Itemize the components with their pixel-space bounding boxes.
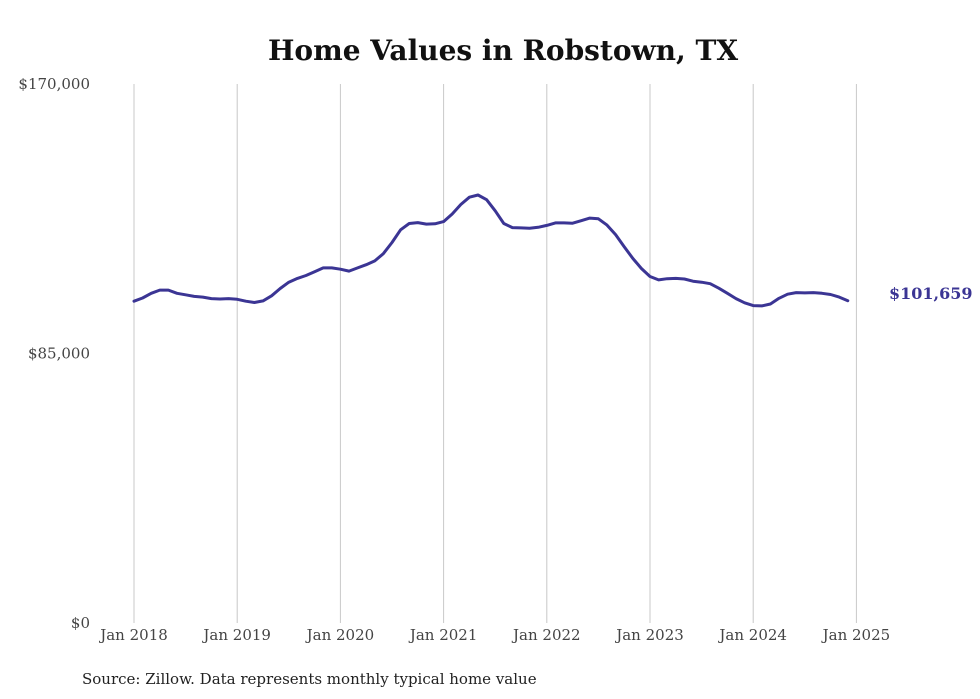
y-tick-label: $85,000 [28, 345, 90, 363]
x-tick-label: Jan 2021 [408, 626, 478, 644]
x-tick-label: Jan 2018 [98, 626, 168, 644]
gridlines [133, 84, 857, 623]
y-tick-label: $170,000 [18, 75, 90, 93]
y-tick-label: $0 [71, 614, 90, 632]
x-tick-label: Jan 2024 [717, 626, 787, 644]
y-axis: $0 $85,000 $170,000 [18, 75, 90, 632]
x-tick-label: Jan 2020 [305, 626, 375, 644]
x-tick-label: Jan 2019 [201, 626, 271, 644]
x-tick-label: Jan 2023 [614, 626, 684, 644]
chart-title: Home Values in Robstown, TX [268, 34, 738, 67]
end-value-label: $101,659 [889, 284, 973, 303]
series-line [132, 193, 850, 308]
x-axis: Jan 2018 Jan 2019 Jan 2020 Jan 2021 Jan 2022… [98, 626, 890, 644]
source-note: Source: Zillow. Data represents monthly … [82, 670, 537, 688]
x-tick-label: Jan 2025 [821, 626, 891, 644]
x-tick-label: Jan 2022 [511, 626, 581, 644]
